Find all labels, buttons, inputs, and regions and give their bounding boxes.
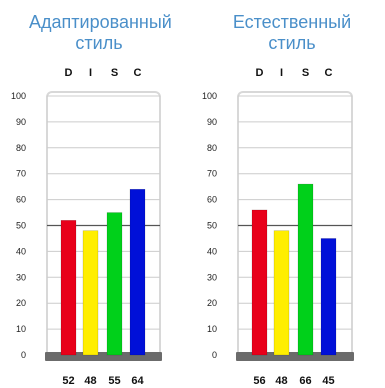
chart-1-y-tick-label: 60	[16, 195, 26, 205]
chart-2-value-label: 56	[253, 375, 265, 387]
chart-1-title: Адаптированный стиль	[29, 12, 172, 54]
chart-2-bar-s	[297, 183, 314, 356]
chart-2-y-tick-label: 50	[207, 221, 217, 231]
chart-1-y-tick-label: 90	[16, 117, 26, 127]
chart-2-bar-c	[320, 238, 337, 356]
chart-1-y-tick-label: 40	[16, 246, 26, 256]
chart-2-value-label: 48	[275, 375, 287, 387]
chart-2-y-tick-label: 40	[207, 246, 217, 256]
chart-1-title-line-2: стиль	[75, 33, 123, 53]
chart-1-y-tick-label: 10	[16, 324, 26, 334]
chart-2-y-tick-label: 20	[207, 298, 217, 308]
chart-2-title-line-2: стиль	[268, 33, 316, 53]
chart-1-bar-d	[60, 220, 77, 356]
chart-1-value-label: 64	[131, 375, 144, 387]
chart-2-value-label: 66	[299, 375, 311, 387]
chart-1-bar-s	[106, 212, 123, 356]
chart-2-title: Естественный стиль	[222, 12, 362, 54]
chart-1-category-label: I	[89, 67, 92, 79]
chart-1-category-label: C	[134, 67, 142, 79]
chart-2-bar-d	[251, 209, 268, 356]
chart-2-y-tick-label: 0	[212, 350, 217, 360]
chart-2-category-label: S	[302, 67, 309, 79]
chart-1-y-tick-label: 80	[16, 143, 26, 153]
chart-2-category-label: C	[325, 67, 333, 79]
chart-2-y-tick-label: 70	[207, 169, 217, 179]
chart-2-category-label: D	[256, 67, 264, 79]
chart-2-value-label: 45	[322, 375, 334, 387]
chart-1-value-label: 48	[84, 375, 96, 387]
chart-1-title-line-1: Адаптированный	[29, 12, 172, 32]
chart-1-value-label: 55	[108, 375, 120, 387]
chart-1-y-tick-label: 20	[16, 298, 26, 308]
chart-1-bar-i	[82, 230, 99, 356]
chart-1-y-tick-label: 50	[16, 221, 26, 231]
chart-1-category-label: D	[65, 67, 73, 79]
chart-1-y-tick-label: 100	[11, 91, 26, 101]
chart-1-category-label: S	[111, 67, 118, 79]
chart-1-y-tick-label: 0	[21, 350, 26, 360]
chart-1-y-tick-label: 70	[16, 169, 26, 179]
chart-1-bar-c	[129, 188, 146, 356]
chart-2-category-label: I	[280, 67, 283, 79]
chart-1-y-tick-label: 30	[16, 272, 26, 282]
chart-2-y-tick-label: 100	[202, 91, 217, 101]
chart-2-y-tick-label: 90	[207, 117, 217, 127]
chart-2-y-tick-label: 10	[207, 324, 217, 334]
chart-2-title-line-1: Естественный	[232, 12, 352, 32]
chart-1-value-label: 52	[62, 375, 74, 387]
chart-2-y-tick-label: 30	[207, 272, 217, 282]
chart-2-bar-i	[273, 230, 290, 356]
chart-2-y-tick-label: 80	[207, 143, 217, 153]
chart-2-y-tick-label: 60	[207, 195, 217, 205]
